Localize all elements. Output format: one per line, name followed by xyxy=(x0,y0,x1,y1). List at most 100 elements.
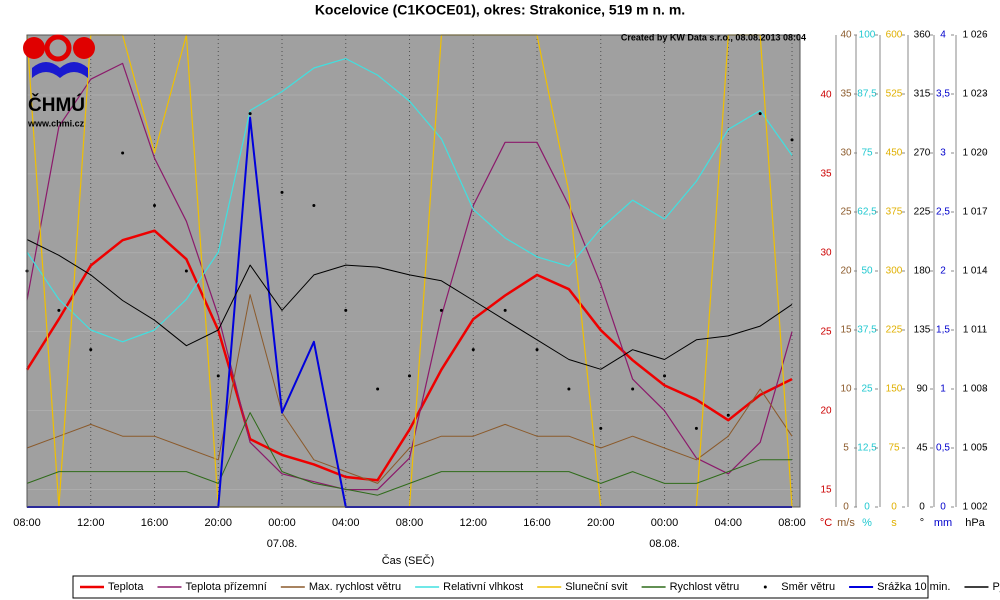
y-tick-label: 35 xyxy=(820,169,832,180)
y-tick-label: 0,5 xyxy=(936,443,950,454)
y-tick-label: 20 xyxy=(820,405,832,416)
series-dot xyxy=(312,203,316,207)
x-tick-label: 00:00 xyxy=(268,517,296,529)
y-tick-label: 270 xyxy=(914,148,931,159)
y-tick-label: 10 xyxy=(840,384,852,395)
y-tick-label: 30 xyxy=(820,247,832,258)
series-line xyxy=(26,294,793,484)
y-tick-label: 600 xyxy=(886,30,903,41)
y-tick-label: 75 xyxy=(888,443,900,454)
date-label: 07.08. xyxy=(267,538,298,550)
axis-unit: °C xyxy=(820,517,832,529)
legend-label: Relativní vlhkost xyxy=(443,581,523,593)
series-dot xyxy=(216,374,220,378)
axis-unit: m/s xyxy=(837,517,855,529)
legend-label: Směr větru xyxy=(781,581,835,593)
x-axis-label: Čas (SEČ) xyxy=(382,554,435,567)
y-tick-label: 0 xyxy=(891,502,897,513)
y-tick-label: 1 014 xyxy=(962,266,987,277)
y-tick-label: 20 xyxy=(840,266,852,277)
x-tick-label: 12:00 xyxy=(77,517,105,529)
y-tick-label: 450 xyxy=(886,148,903,159)
y-tick-label: 1 023 xyxy=(962,89,987,100)
series-dot xyxy=(503,308,507,312)
y-tick-label: 15 xyxy=(840,325,852,336)
y-tick-label: 360 xyxy=(914,30,931,41)
y-tick-label: 375 xyxy=(886,207,903,218)
series-dot xyxy=(790,138,794,142)
y-tick-label: 90 xyxy=(916,384,928,395)
y-tick-label: 225 xyxy=(886,325,903,336)
y-tick-label: 2,5 xyxy=(936,207,950,218)
y-tick-label: 3,5 xyxy=(936,89,950,100)
logo-shape xyxy=(73,37,95,59)
x-tick-label: 08:00 xyxy=(13,517,41,529)
y-tick-label: 5 xyxy=(843,443,849,454)
y-tick-label: 25 xyxy=(820,326,832,337)
legend-label: Sluneční svit xyxy=(565,581,627,593)
series-dot xyxy=(599,426,603,430)
x-tick-label: 16:00 xyxy=(523,517,551,529)
legend xyxy=(72,575,929,599)
series-dot xyxy=(344,308,348,312)
axis-unit: % xyxy=(862,517,872,529)
x-tick-label: 20:00 xyxy=(587,517,615,529)
y-tick-label: 300 xyxy=(886,266,903,277)
series-dot xyxy=(248,112,252,116)
series-line xyxy=(26,412,792,496)
y-tick-label: 25 xyxy=(861,384,873,395)
y-tick-label: 0 xyxy=(940,502,946,513)
y-tick-label: 15 xyxy=(820,484,832,495)
y-tick-label: 1 011 xyxy=(963,325,988,336)
axis-unit: s xyxy=(891,517,897,529)
y-tick-label: 0 xyxy=(919,502,925,513)
y-tick-label: 150 xyxy=(886,384,903,395)
y-tick-label: 1 xyxy=(940,384,946,395)
logo-url: www.chmi.cz xyxy=(27,118,85,128)
date-label: 08.08. xyxy=(649,538,680,550)
y-tick-label: 40 xyxy=(840,30,852,41)
legend-label: Max. rychlost větru xyxy=(309,581,401,593)
y-tick-label: 315 xyxy=(914,89,931,100)
x-tick-label: 00:00 xyxy=(651,517,679,529)
legend-label: Rychlost větru xyxy=(670,581,740,593)
series-line xyxy=(25,229,793,482)
x-tick-label: 04:00 xyxy=(715,517,743,529)
x-tick-label: 16:00 xyxy=(141,517,169,529)
legend-label: Srážka 10 min. xyxy=(877,581,950,593)
y-tick-label: 45 xyxy=(916,443,928,454)
y-tick-label: 3 xyxy=(940,148,946,159)
y-tick-label: 35 xyxy=(840,89,852,100)
x-tick-label: 08:00 xyxy=(778,517,806,529)
series-dot xyxy=(439,308,443,312)
logo-text: ČHMÚ xyxy=(28,94,85,116)
y-tick-label: 0 xyxy=(843,502,849,513)
series-dot xyxy=(89,348,93,352)
y-tick-label: 75 xyxy=(861,148,873,159)
x-tick-label: 12:00 xyxy=(460,517,488,529)
y-tick-label: 1 020 xyxy=(962,148,987,159)
y-tick-label: 0 xyxy=(864,502,870,513)
series-line xyxy=(26,239,793,370)
series-dot xyxy=(280,190,284,194)
plot-frame xyxy=(26,34,801,508)
series-dot xyxy=(663,374,667,378)
y-tick-label: 1 008 xyxy=(962,384,987,395)
y-tick-label: 87,5 xyxy=(857,89,877,100)
y-tick-label: 62,5 xyxy=(857,207,877,218)
legend-label: Teplota xyxy=(108,581,144,593)
series-dot xyxy=(184,269,188,273)
y-tick-label: 525 xyxy=(886,89,903,100)
y-tick-label: 2 xyxy=(940,266,946,277)
y-tick-label: 37,5 xyxy=(857,325,877,336)
logo-wave xyxy=(32,62,88,78)
series-dot xyxy=(153,203,157,207)
series-dot xyxy=(726,413,730,417)
axis-unit: mm xyxy=(934,517,952,529)
series-dot xyxy=(408,374,412,378)
chart-title: Kocelovice (C1KOCE01), okres: Strakonice… xyxy=(315,2,685,18)
series-dot xyxy=(471,348,475,352)
y-tick-label: 4 xyxy=(940,30,946,41)
